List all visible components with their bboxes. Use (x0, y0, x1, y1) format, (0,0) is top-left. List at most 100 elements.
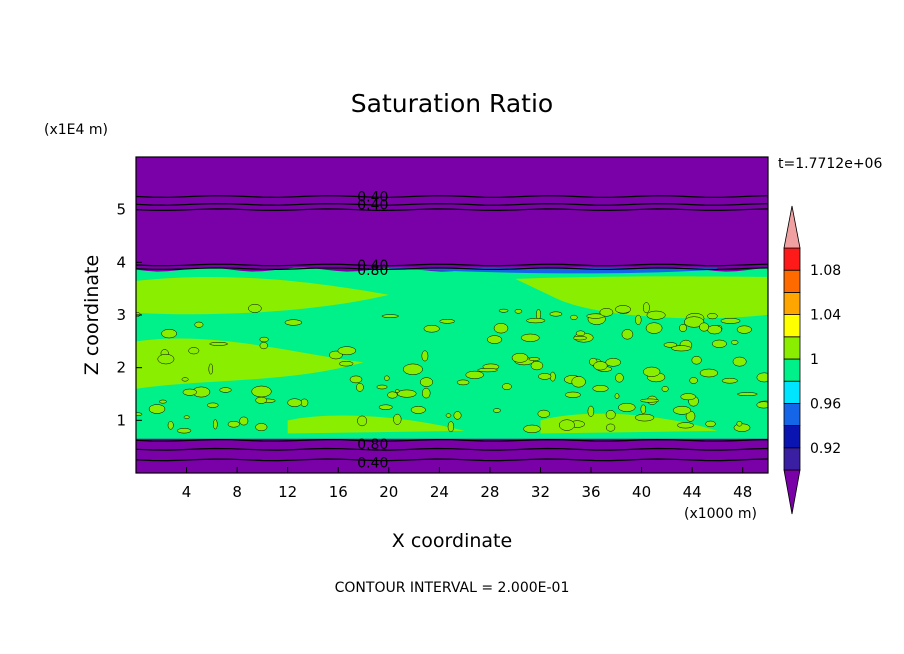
supersaturated-patch (395, 389, 400, 393)
supersaturated-patch (381, 314, 399, 318)
colorbar-cell (783, 425, 801, 449)
supersaturated-patch (255, 423, 268, 432)
x-tick-label: 44 (683, 483, 702, 501)
upper-contour-line (136, 202, 768, 206)
contour-label: 0.40 (357, 190, 388, 206)
supersaturated-patch (287, 398, 302, 407)
supersaturated-patch (575, 330, 586, 337)
supersaturated-patch (605, 358, 621, 367)
supersaturated-patch (447, 421, 455, 433)
x-tick-label: 24 (430, 483, 449, 501)
supersaturated-patch (663, 342, 678, 348)
supersaturated-patch (593, 361, 608, 371)
supersaturated-patch (182, 388, 197, 396)
supersaturated-patch (439, 319, 455, 324)
supersaturated-patch (614, 393, 620, 399)
x-tick-label: 28 (480, 483, 499, 501)
supersaturated-patch (284, 319, 303, 326)
supersaturated-patch (419, 377, 434, 387)
x-tick-label: 32 (531, 483, 550, 501)
x-tick-label: 20 (379, 483, 398, 501)
supersaturated-patch (634, 413, 655, 422)
supersaturated-patch (672, 405, 692, 415)
supersaturated-patch (402, 363, 423, 375)
supersaturated-patch (502, 383, 512, 390)
upper-contour-line (136, 195, 768, 198)
supersaturated-zone (287, 415, 465, 434)
supersaturated-patch (564, 391, 581, 398)
supersaturated-patch (227, 420, 240, 428)
supersaturated-patch (671, 345, 692, 352)
supersaturated-patch (677, 422, 694, 429)
supersaturated-patch (720, 318, 741, 324)
colorbar-label: 1 (810, 352, 819, 368)
supersaturated-patch (248, 303, 262, 313)
supersaturated-patch (756, 372, 768, 383)
supersaturated-patch (259, 336, 269, 343)
supersaturated-patch (356, 382, 364, 392)
colorbar-low-triangle (783, 469, 801, 515)
plot-area (136, 157, 768, 473)
y-tick-label: 1 (116, 411, 126, 429)
colorbar: 0.92 0.96 1 1.04 1.08 (783, 205, 841, 515)
supersaturated-patch (487, 335, 503, 344)
supersaturated-patch (148, 404, 166, 414)
supersaturated-patch (523, 424, 541, 434)
supersaturated-patch (493, 323, 509, 334)
supersaturated-patch (643, 366, 661, 377)
supersaturated-patch (376, 384, 388, 390)
upper-contour-line (136, 267, 768, 271)
x-tick-label: 12 (278, 483, 297, 501)
colorbar-label: 1.08 (810, 263, 841, 279)
supersaturated-patch (661, 385, 669, 392)
colorbar-cell (783, 269, 801, 293)
supersaturated-zone (515, 276, 768, 319)
field-regions (136, 267, 768, 439)
supersaturated-patch (756, 401, 768, 409)
supersaturated-patch (530, 361, 544, 371)
supersaturated-patch (259, 342, 268, 350)
x-unit-label: (x1000 m) (684, 506, 757, 522)
supersaturated-patch (621, 329, 634, 340)
contour-label: 0.40 (357, 197, 388, 213)
x-axis-label: X coordinate (392, 530, 512, 552)
supersaturated-patch (679, 324, 687, 332)
supersaturated-patch (571, 376, 586, 388)
supersaturated-patch (207, 402, 219, 408)
supersaturated-patch (453, 411, 462, 420)
x-tick-label: 4 (182, 483, 192, 501)
contour-lines (136, 195, 768, 462)
y-tick-label: 5 (116, 201, 126, 219)
supersaturated-patch (520, 333, 540, 342)
chart-title: Saturation Ratio (351, 89, 553, 118)
colorbar-cell (783, 291, 801, 315)
x-tick-label: 36 (581, 483, 600, 501)
supersaturated-patch (393, 413, 402, 425)
contour-label: 0.40 (357, 258, 388, 274)
supersaturated-patch (705, 420, 716, 428)
supersaturated-patch (421, 350, 429, 362)
lower-contour-line (136, 458, 768, 462)
colorbar-cell (783, 380, 801, 404)
supersaturated-patch (642, 302, 650, 314)
supersaturated-patch (732, 356, 747, 367)
supersaturated-patch (477, 368, 498, 373)
supersaturated-patch (618, 402, 636, 412)
supersaturated-patch (711, 339, 727, 348)
supersaturated-patch (445, 413, 452, 418)
supersaturated-patch (615, 305, 631, 314)
supersaturated-patch (721, 377, 738, 384)
supersaturated-patch (691, 355, 702, 365)
supersaturated-patch (572, 335, 588, 341)
supersaturated-patch (528, 357, 540, 361)
supersaturated-patch (587, 405, 595, 417)
supersaturated-patch (159, 399, 167, 404)
supersaturated-patch (538, 373, 552, 380)
supersaturated-patch (537, 409, 551, 418)
lower-contour-line (136, 447, 768, 451)
colorbar-label: 0.92 (810, 441, 841, 457)
supersaturated-patch (251, 385, 272, 398)
supersaturated-patch (680, 393, 696, 401)
supersaturated-patch (592, 385, 609, 392)
